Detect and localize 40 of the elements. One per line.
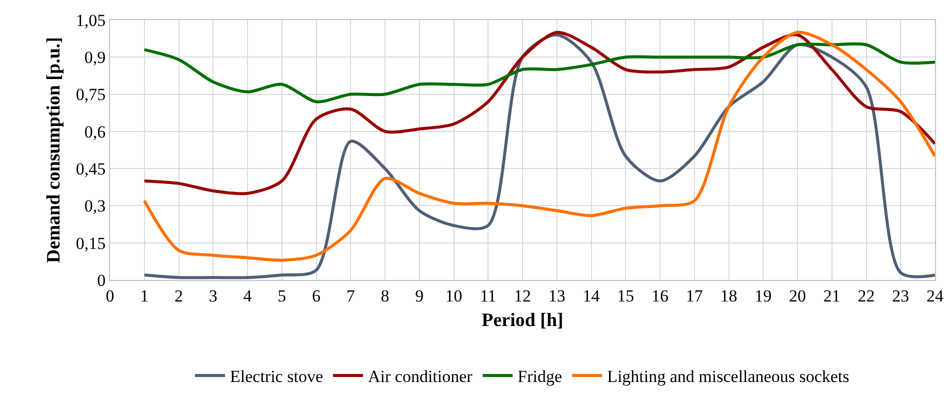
x-tick-label: 6 (312, 286, 320, 306)
legend-label: Lighting and miscellaneous sockets (607, 367, 850, 386)
line-series (142, 30, 935, 196)
y-tick-label: 0,9 (84, 48, 106, 68)
y-tick-label: 0,75 (76, 85, 106, 104)
x-tick-label: 21 (823, 286, 840, 306)
y-tick-label: 0,45 (76, 160, 106, 179)
x-tick-label: 24 (926, 286, 944, 306)
x-tick-label: 17 (686, 286, 704, 306)
x-tick-label: 7 (346, 286, 356, 306)
y-tick-label: 0,6 (84, 122, 106, 142)
x-tick-label: 22 (858, 286, 875, 306)
x-tick-label: 14 (582, 286, 600, 306)
x-tick-label: 11 (480, 286, 496, 306)
x-tick-label: 3 (208, 286, 218, 306)
x-tick-label: 10 (445, 286, 462, 306)
x-tick-label: 8 (380, 286, 390, 306)
x-tick-label: 23 (892, 286, 910, 306)
x-tick-label: 15 (617, 286, 634, 306)
x-tick-label: 1 (140, 286, 149, 306)
x-tick-label: 18 (720, 286, 738, 306)
y-tick-label: 1,05 (76, 10, 106, 30)
legend-label: Electric stove (230, 367, 323, 386)
line-series (142, 42, 935, 104)
y-tick-label: 0,15 (76, 234, 106, 253)
x-axis-title: Period [h] (482, 310, 564, 332)
y-tick-label: 0 (97, 270, 106, 290)
legend-label: Air conditioner (368, 367, 473, 386)
x-tick-label: 16 (652, 286, 668, 306)
x-tick-label: 4 (243, 286, 252, 306)
x-tick-label: 13 (548, 286, 566, 306)
x-tick-label: 2 (174, 286, 183, 306)
x-tick-label: 12 (514, 286, 531, 306)
x-tick-label: 20 (789, 286, 806, 306)
x-tick-label: 19 (754, 286, 772, 306)
legend-label: Fridge (518, 367, 562, 386)
x-tick-label: 5 (278, 286, 286, 306)
y-axis-title: Demand consumption [p.u.] (44, 37, 65, 263)
y-tick-label: 0,3 (84, 196, 106, 216)
x-tick-label: 9 (415, 286, 424, 306)
